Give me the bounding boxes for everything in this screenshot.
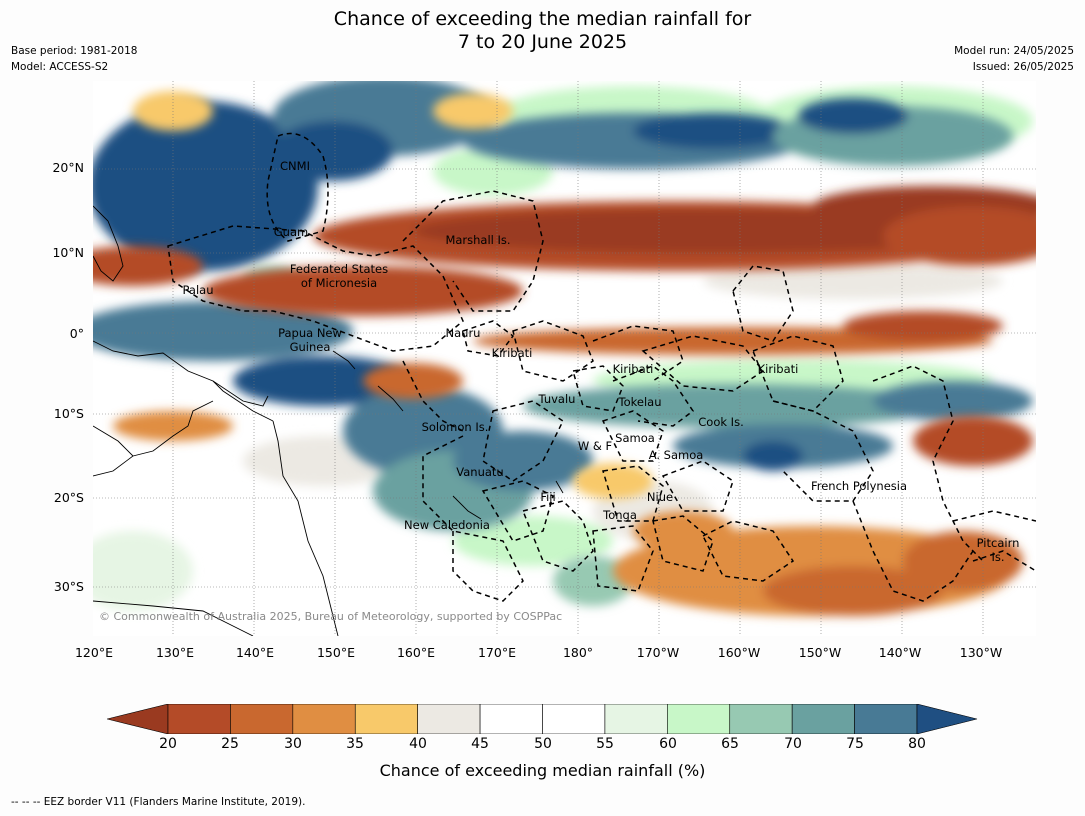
- colorbar-label: Chance of exceeding median rainfall (%): [379, 761, 706, 780]
- region-label-pitcairn-2: Is.: [991, 550, 1005, 564]
- model-name: Model: ACCESS-S2: [11, 61, 109, 73]
- map-title: Chance of exceeding the median rainfall …: [0, 8, 1085, 54]
- lon-label-120e: 120°E: [74, 645, 113, 660]
- field-wet: [93, 81, 1033, 606]
- colorbar-tick-35: 35: [346, 736, 364, 752]
- colorbar-segment: [354, 704, 418, 734]
- coastlines: [93, 205, 564, 636]
- lon-label-150w: 150°W: [798, 645, 842, 660]
- lon-label-130w: 130°W: [959, 645, 1003, 660]
- colorbar-tick-30: 30: [284, 736, 302, 752]
- rainfall-map: [93, 81, 1036, 636]
- colorbar-segment: [230, 704, 294, 734]
- issued-date: Issued: 26/05/2025: [972, 61, 1074, 73]
- colorbar-tick-50: 50: [534, 736, 552, 752]
- colorbar-segment: [604, 704, 668, 734]
- colorbar-tick-40: 40: [409, 736, 427, 752]
- model-run: Model run: 24/05/2025: [954, 45, 1074, 57]
- region-label-new-caledonia: New Caledonia: [404, 518, 490, 532]
- colorbar-tick-55: 55: [596, 736, 614, 752]
- colorbar-tick-25: 25: [221, 736, 239, 752]
- colorbar-segment: [292, 704, 356, 734]
- region-label-fsm: Federated States of Micronesia: [290, 262, 388, 290]
- meta-left: Base period: 1981-2018 Model: ACCESS-S2: [11, 43, 137, 75]
- region-label-png-1: Papua New: [278, 326, 342, 340]
- lat-label-10n: 10°N: [52, 245, 84, 260]
- region-label-solomon: Solomon Is.: [421, 420, 489, 434]
- colorbar-extend-low: [107, 704, 169, 734]
- lon-label-160w: 160°W: [717, 645, 761, 660]
- eez-borders: [167, 132, 1036, 602]
- field-dry: [93, 91, 1036, 616]
- graticule: [93, 81, 1036, 636]
- colorbar-tick-80: 80: [908, 736, 926, 752]
- lon-label-170w: 170°W: [636, 645, 680, 660]
- region-label-kiribati-east: Kiribati: [757, 362, 799, 376]
- title-line-2: 7 to 20 June 2025: [457, 31, 628, 53]
- colorbar-tick-60: 60: [659, 736, 677, 752]
- region-label-vanuatu: Vanuatu: [456, 465, 504, 479]
- region-label-tonga: Tonga: [603, 508, 637, 522]
- colorbar-segment: [479, 704, 543, 734]
- colorbar-segment: [729, 704, 793, 734]
- colorbar-tick-65: 65: [721, 736, 739, 752]
- lat-label-30s: 30°S: [53, 579, 84, 594]
- region-label-american-samoa: A. Samoa: [648, 448, 704, 462]
- colorbar-tick-20: 20: [159, 736, 177, 752]
- colorbar-tick-70: 70: [784, 736, 802, 752]
- region-label-png-2: Guinea: [289, 340, 331, 354]
- region-label-cnmi: CNMI: [280, 159, 310, 173]
- colorbar-tick-75: 75: [846, 736, 864, 752]
- lon-label-140w: 140°W: [878, 645, 922, 660]
- region-label-nauru: Nauru: [445, 326, 481, 340]
- region-label-niue: Niue: [646, 490, 674, 504]
- colorbar-segment: [542, 704, 606, 734]
- lat-label-10s: 10°S: [53, 406, 84, 421]
- region-label-french-polynesia: French Polynesia: [810, 479, 908, 493]
- region-label-fsm-2: of Micronesia: [300, 276, 378, 290]
- region-label-kiribati-central: Kiribati: [612, 362, 654, 376]
- region-label-pitcairn: Pitcairn Is.: [977, 536, 1020, 564]
- lat-label-20n: 20°N: [52, 160, 84, 175]
- lon-label-170e: 170°E: [477, 645, 516, 660]
- region-label-tokelau: Tokelau: [618, 395, 662, 409]
- lat-label-20s: 20°S: [53, 490, 84, 505]
- colorbar-segment: [167, 704, 231, 734]
- region-label-wallis-futuna: W & F: [577, 439, 613, 453]
- colorbar-segment: [854, 704, 918, 734]
- title-line-1: Chance of exceeding the median rainfall …: [333, 8, 752, 30]
- lon-label-180: 180°: [562, 645, 594, 660]
- eez-footnote: -- -- -- EEZ border V11 (Flanders Marine…: [11, 796, 306, 808]
- colorbar-extend-high: [916, 704, 978, 734]
- lon-label-150e: 150°E: [316, 645, 355, 660]
- base-period: Base period: 1981-2018: [11, 45, 138, 57]
- colorbar: [107, 704, 978, 734]
- colorbar-segment: [667, 704, 731, 734]
- lat-label-0: 0°: [69, 326, 84, 341]
- region-label-palau: Palau: [182, 283, 214, 297]
- region-label-pitcairn-1: Pitcairn: [976, 536, 1020, 550]
- copyright-notice: © Commonwealth of Australia 2025, Bureau…: [99, 610, 563, 623]
- colorbar-tick-45: 45: [471, 736, 489, 752]
- region-label-fsm-1: Federated States: [289, 262, 389, 276]
- region-label-kiribati-west: Kiribati: [491, 346, 533, 360]
- region-label-fiji: Fiji: [540, 490, 556, 504]
- colorbar-segment: [791, 704, 855, 734]
- region-label-samoa: Samoa: [615, 431, 655, 445]
- lon-label-130e: 130°E: [155, 645, 194, 660]
- colorbar-segment: [417, 704, 481, 734]
- region-label-guam: Guam: [273, 225, 309, 239]
- meta-right: Model run: 24/05/2025 Issued: 26/05/2025: [954, 43, 1074, 75]
- lon-label-140e: 140°E: [235, 645, 274, 660]
- region-label-marshall: Marshall Is.: [445, 233, 511, 247]
- map-canvas: [93, 81, 1036, 636]
- region-label-png: Papua New Guinea: [278, 326, 342, 354]
- lon-label-160e: 160°E: [396, 645, 435, 660]
- region-label-cook: Cook Is.: [698, 415, 744, 429]
- region-label-tuvalu: Tuvalu: [538, 392, 576, 406]
